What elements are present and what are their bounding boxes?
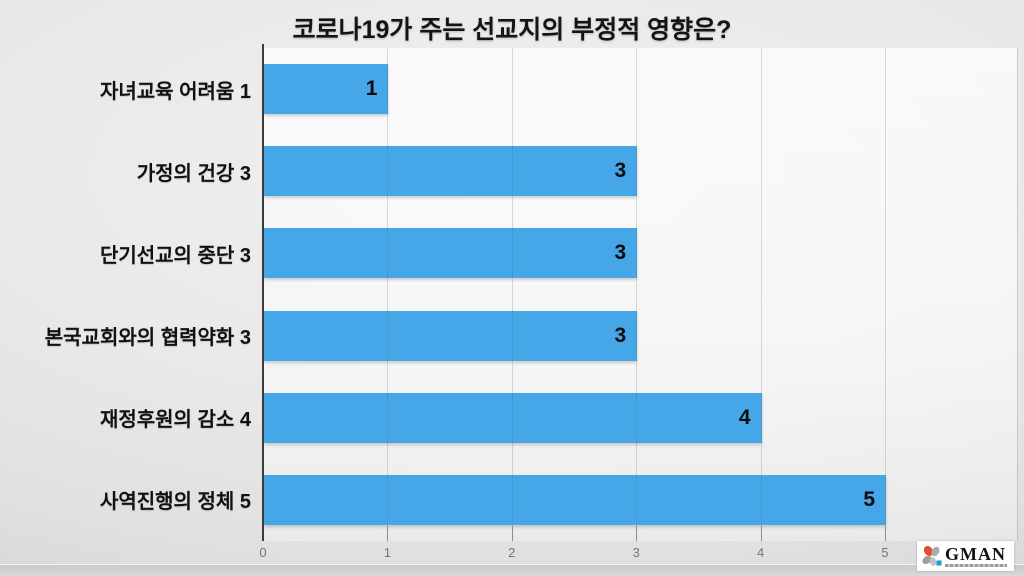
bar-value-label: 3 <box>614 241 627 265</box>
plot-right-border <box>1017 48 1018 541</box>
category-label: 사역진행의 정체 5 <box>99 491 251 514</box>
category-label: 가정의 건강 3 <box>136 162 251 185</box>
category-label: 자녀교육 어려움 1 <box>99 80 251 103</box>
gman-logo: GMAN <box>917 541 1014 571</box>
bar-value-label: 3 <box>614 323 627 347</box>
bar: 3 <box>264 146 638 197</box>
plot-area <box>263 48 1017 541</box>
gridline <box>885 48 886 526</box>
x-axis-tick <box>885 526 886 541</box>
bar: 3 <box>264 310 638 361</box>
x-axis-tick <box>511 526 513 541</box>
x-axis-tick-label: 1 <box>383 545 391 560</box>
gman-tagline-line <box>945 564 1007 567</box>
bar: 1 <box>264 64 389 115</box>
x-axis-tick-label: 0 <box>259 545 267 560</box>
gridline <box>636 48 638 526</box>
bar-value-label: 5 <box>863 487 875 511</box>
category-axis-line <box>262 44 264 541</box>
bar-value-label: 4 <box>738 405 751 429</box>
gman-flower-icon <box>922 545 942 566</box>
x-axis-tick-label: 2 <box>508 545 516 560</box>
category-label: 단기선교의 중단 3 <box>99 244 251 267</box>
x-axis-tick-label: 4 <box>756 545 765 560</box>
gman-logo-text: GMAN <box>945 544 1006 564</box>
gridline <box>760 48 762 526</box>
bar: 3 <box>264 228 638 279</box>
gridline <box>387 48 389 526</box>
x-axis-tick <box>636 526 638 541</box>
bar: 5 <box>264 474 886 525</box>
x-axis-tick <box>387 526 389 541</box>
gman-logo-text-wrap: GMAN <box>945 545 1007 567</box>
bar: 4 <box>264 392 762 443</box>
category-label: 본국교회와의 협력약화 3 <box>44 327 251 350</box>
x-axis-tick-label: 5 <box>881 545 889 560</box>
x-axis-tick-label: 3 <box>632 545 640 560</box>
chart-title: 코로나19가 주는 선교지의 부정적 영향은? <box>292 16 732 44</box>
gridline <box>511 48 513 526</box>
bar-value-label: 1 <box>365 77 378 101</box>
slide-bottom-edge <box>0 564 1024 576</box>
bar-value-label: 3 <box>614 159 627 183</box>
category-label: 재정후원의 감소 4 <box>99 409 251 432</box>
x-axis-tick <box>760 526 762 541</box>
